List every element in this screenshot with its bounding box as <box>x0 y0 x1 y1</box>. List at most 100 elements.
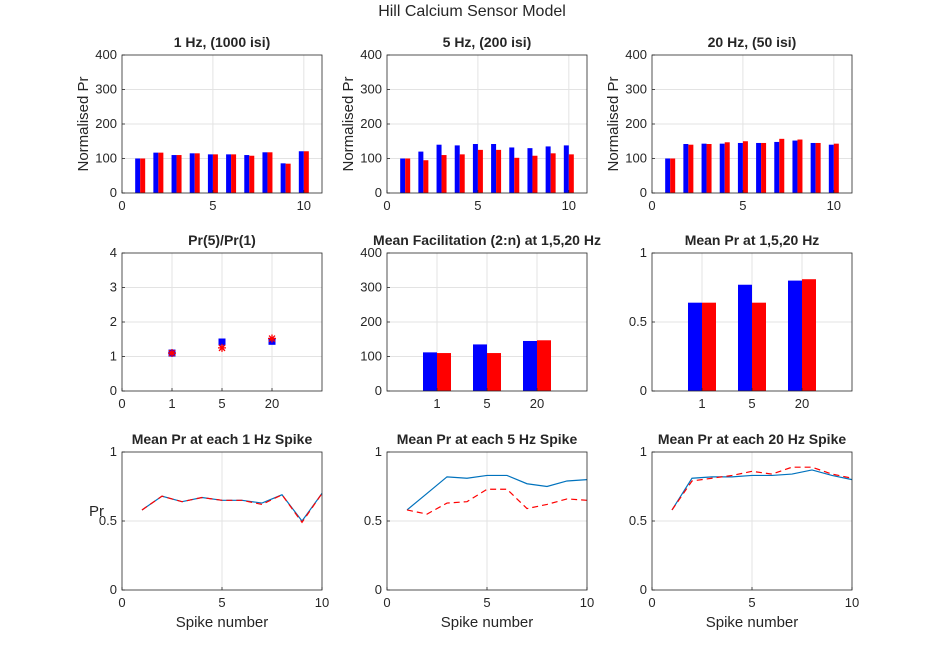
y-axis-label: Normalised Pr <box>605 76 622 171</box>
bar <box>683 144 689 193</box>
y-tick-label: 0 <box>110 383 117 398</box>
y-tick-label: 200 <box>95 116 117 131</box>
bar <box>779 138 785 193</box>
bar <box>774 141 780 193</box>
subplot-p4: 0 1 5 20 0 1 2 3 4 Pr(5)/Pr(1) <box>110 232 323 411</box>
series-line <box>141 493 323 524</box>
bar <box>688 302 702 391</box>
bar <box>706 144 712 193</box>
subplot-title: Mean Pr at each 5 Hz Spike <box>397 431 578 447</box>
x-tick-label: 10 <box>297 198 311 213</box>
scatter-point <box>218 343 226 352</box>
x-tick-label: 10 <box>827 198 841 213</box>
x-tick-label: 20 <box>265 396 279 411</box>
subplot-p9: 0 5 10 0 0.5 1 Mean Pr at each 20 Hz Spike Spik… <box>629 431 859 631</box>
y-tick-label: 0 <box>110 582 117 597</box>
bar <box>459 154 465 193</box>
scatter-point <box>168 349 176 358</box>
scatter-point <box>218 338 226 346</box>
y-tick-label: 0.5 <box>629 513 647 528</box>
x-axis-label: Spike number <box>176 614 269 631</box>
x-tick-label: 5 <box>483 595 490 610</box>
y-tick-label: 1 <box>375 444 382 459</box>
subplot-title: 20 Hz, (50 isi) <box>708 34 797 50</box>
y-tick-label: 0 <box>110 185 117 200</box>
bar <box>267 152 273 193</box>
y-tick-label: 100 <box>360 151 382 166</box>
y-tick-label: 0 <box>375 383 382 398</box>
bar <box>815 142 821 193</box>
bar <box>701 143 707 193</box>
x-tick-label: 5 <box>218 396 225 411</box>
y-tick-label: 200 <box>360 116 382 131</box>
bar <box>473 344 487 391</box>
y-tick-label: 0.5 <box>629 314 647 329</box>
bar <box>797 139 803 193</box>
bar <box>670 158 676 193</box>
subplot-p7: 0 5 10 0 0.5 1 Mean Pr at each 1 Hz Spike Pr Spi… <box>89 431 329 631</box>
bar <box>810 142 816 193</box>
x-tick-label: 1 <box>168 396 175 411</box>
bar <box>792 140 798 193</box>
x-tick-label: 0 <box>118 396 125 411</box>
y-tick-label: 4 <box>110 245 117 260</box>
bar <box>738 284 752 391</box>
bar <box>545 146 551 193</box>
x-tick-label: 0 <box>648 595 655 610</box>
bar <box>262 152 268 193</box>
bar <box>523 340 537 391</box>
bar <box>477 149 483 193</box>
bar <box>472 144 478 193</box>
x-tick-label: 0 <box>118 595 125 610</box>
bar <box>833 143 839 193</box>
x-tick-label: 10 <box>562 198 576 213</box>
y-tick-label: 100 <box>625 151 647 166</box>
x-tick-label: 10 <box>315 595 329 610</box>
bar <box>158 152 164 193</box>
subplot-title: Pr(5)/Pr(1) <box>188 232 256 248</box>
bar <box>436 144 442 193</box>
bar <box>303 151 309 193</box>
bar <box>756 142 762 193</box>
bar <box>189 153 195 193</box>
series-line <box>406 474 588 511</box>
series-line <box>671 466 853 511</box>
x-tick-label: 5 <box>748 396 755 411</box>
bar <box>496 149 502 193</box>
series-line <box>671 469 853 511</box>
y-tick-label: 0.5 <box>99 513 117 528</box>
y-tick-label: 1 <box>110 349 117 364</box>
x-tick-label: 10 <box>845 595 859 610</box>
y-tick-label: 1 <box>110 444 117 459</box>
bar <box>249 155 255 193</box>
x-tick-label: 0 <box>118 198 125 213</box>
x-tick-label: 5 <box>739 198 746 213</box>
x-axis-label: Spike number <box>706 614 799 631</box>
x-tick-label: 5 <box>474 198 481 213</box>
y-tick-label: 400 <box>625 47 647 62</box>
subplot-title: 1 Hz, (1000 isi) <box>174 34 271 50</box>
bar <box>285 163 291 193</box>
bar <box>441 155 447 193</box>
bar <box>176 155 182 193</box>
subplot-title: Mean Pr at each 20 Hz Spike <box>658 431 847 447</box>
y-tick-label: 3 <box>110 280 117 295</box>
x-tick-label: 0 <box>383 198 390 213</box>
figure-title: Hill Calcium Sensor Model <box>378 3 566 20</box>
bar <box>537 340 551 391</box>
y-tick-label: 100 <box>360 349 382 364</box>
bar <box>423 352 437 391</box>
y-tick-label: 400 <box>360 47 382 62</box>
bar <box>688 144 694 193</box>
bar <box>280 163 286 193</box>
y-tick-label: 0 <box>375 185 382 200</box>
x-tick-label: 5 <box>209 198 216 213</box>
bar <box>437 353 451 391</box>
y-tick-label: 400 <box>95 47 117 62</box>
bar <box>788 280 802 391</box>
x-tick-label: 1 <box>433 396 440 411</box>
bar <box>665 158 671 193</box>
y-tick-label: 0 <box>375 582 382 597</box>
